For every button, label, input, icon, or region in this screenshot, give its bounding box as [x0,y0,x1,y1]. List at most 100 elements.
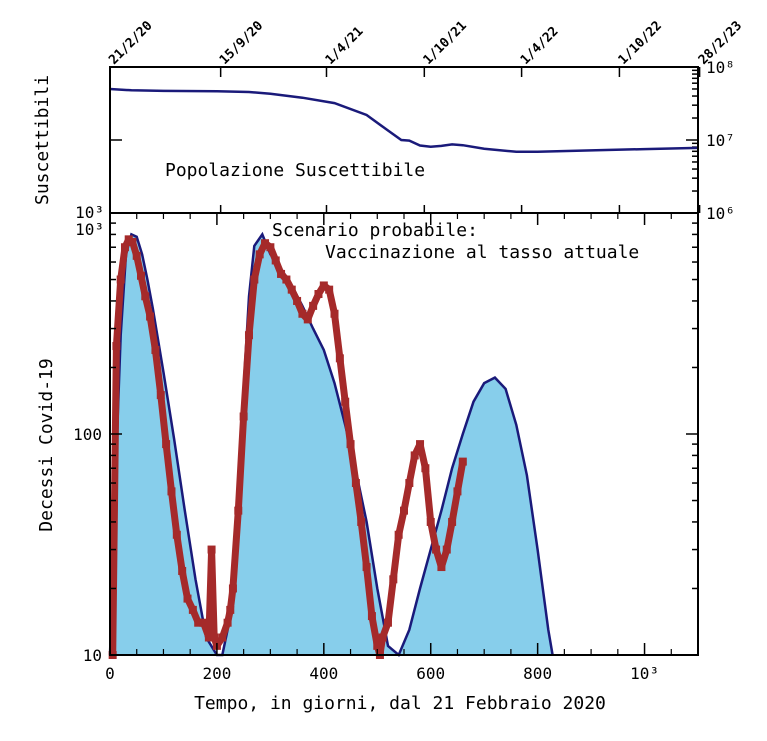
y-tick-labels: 10 100 10³ [73,220,104,665]
data-point [426,517,435,526]
data-point [383,618,392,627]
data-point [244,331,253,340]
data-point [432,545,441,554]
data-point [141,292,150,301]
data-point [298,309,307,318]
y-tick-label: 10 [83,646,102,665]
data-point [207,545,216,554]
data-point [271,256,280,265]
bottom-panel-border [109,212,699,656]
data-point [282,275,291,284]
data-point [188,605,197,614]
data-point [373,641,382,650]
data-point [367,612,376,621]
data-point [319,281,328,290]
data-point [128,237,137,246]
data-point [341,397,350,406]
data-point [266,243,275,252]
data-point [277,269,286,278]
data-point [234,506,243,515]
data-point [389,575,398,584]
model-area-fill [110,234,553,655]
data-point [458,457,467,466]
y-axis-label: Decessi Covid-19 [36,358,57,531]
x-tick-label: 10³ [630,664,659,683]
susceptible-line [109,87,699,154]
data-point [116,275,125,284]
data-point [204,633,213,642]
data-point [151,345,160,354]
data-point [330,309,339,318]
date-tick-label: 15/9/20 [217,18,266,67]
data-point [172,530,181,539]
data-point [437,563,446,572]
top-left-axis-label: 10³ [75,203,104,222]
data-point [162,440,171,449]
data-point [287,285,296,294]
data-point [453,487,462,496]
data-point [137,271,146,280]
top-series-group [109,87,699,154]
top-annotation: Popolazione Suscettibile [165,160,425,181]
x-tick-label: 200 [202,664,231,683]
data-point [112,342,121,351]
top-ylabel: Suscettibili [32,75,53,205]
data-point [362,563,371,572]
data-point [167,487,176,496]
data-point [261,239,270,248]
date-tick-label: 1/10/22 [616,18,665,67]
data-point [210,633,219,642]
data-point [228,584,237,593]
date-tick-label: 1/4/22 [518,24,562,68]
data-point [223,618,232,627]
date-tick-label: 1/4/21 [323,24,367,68]
right-tick-label: 10⁶ [706,204,735,223]
data-point [421,464,430,473]
data-point [194,618,203,627]
data-point [394,530,403,539]
x-axis-label: Tempo, in giorni, dal 21 Febbraio 2020 [194,693,606,714]
data-point [378,633,387,642]
scenario-title: Scenario probabile: [272,220,478,241]
data-point [303,315,312,324]
data-point [314,290,323,299]
y-tick-label: 100 [73,425,102,444]
data-point [448,517,457,526]
data-point [226,605,235,614]
data-point [416,440,425,449]
date-tick-label: 1/10/21 [421,18,470,67]
right-tick-label: 10⁷ [706,131,735,150]
date-tick-labels: 21/2/20 15/9/20 1/4/21 1/10/21 1/4/22 1/10/22… [106,18,745,67]
data-point [156,391,165,400]
right-tick-label: 10⁸ [706,58,735,77]
data-point [250,275,259,284]
data-point [400,506,408,515]
data-point [357,517,366,526]
x-tick-label: 600 [416,664,445,683]
data-point [146,312,155,321]
data-point [442,545,451,554]
data-point [255,250,264,259]
data-point [132,251,141,260]
date-tick-label: 21/2/20 [106,18,155,67]
data-point [218,633,227,642]
data-point [325,285,334,294]
top-right-tick-labels: 10⁸ 10⁷ 10⁶ [706,58,735,223]
x-tick-label: 0 [105,664,115,683]
scenario-subtitle: Vaccinazione al tasso attuale [325,242,639,263]
data-point [410,451,419,460]
data-point [120,243,129,252]
data-point [293,296,302,305]
data-point [239,412,248,421]
data-point [335,354,344,363]
data-point [199,618,208,627]
data-point [351,479,360,488]
data-point [183,594,192,603]
data-point [309,301,318,310]
x-tick-label: 800 [523,664,552,683]
data-point [178,566,187,575]
data-points-group [108,235,467,659]
y-tick-label-top: 10³ [75,220,104,239]
x-tick-labels: 0 200 400 600 800 10³ [105,664,659,683]
x-tick-label: 400 [309,664,338,683]
